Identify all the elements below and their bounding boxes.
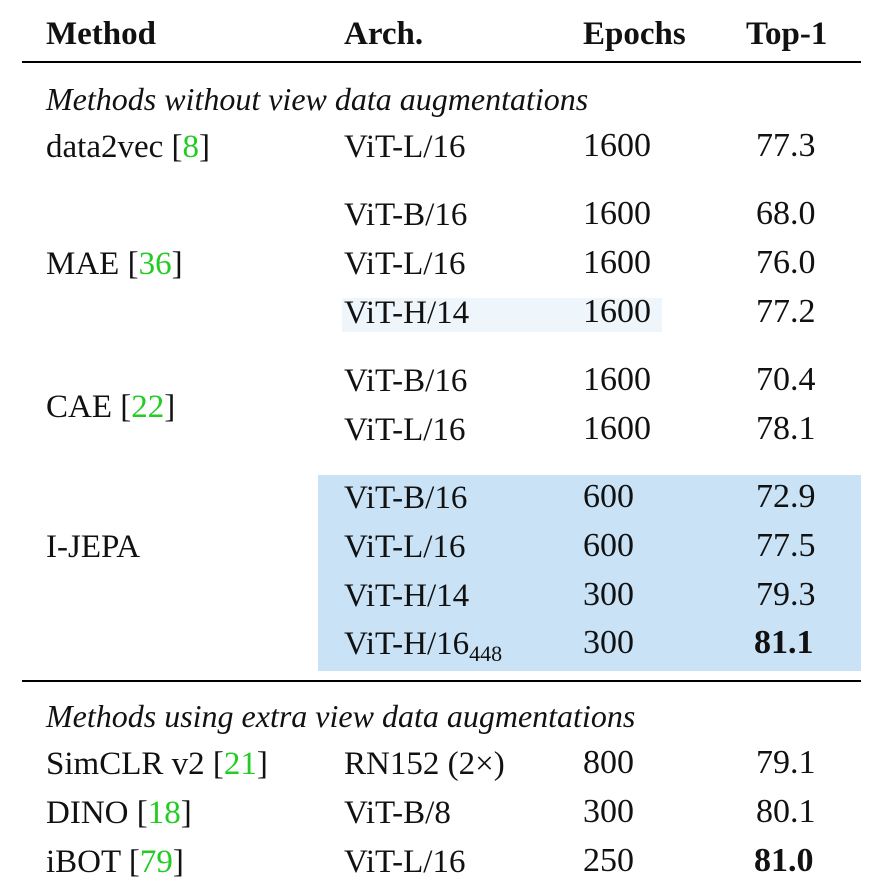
arch-cell: ViT-L/16 xyxy=(344,844,466,880)
citation-link[interactable]: 8 xyxy=(182,129,200,165)
method-name: MAE xyxy=(46,246,120,282)
header-arch: Arch. xyxy=(344,16,424,52)
method-cae: CAE [22] xyxy=(46,389,176,425)
epochs-cell: 250 xyxy=(583,842,634,879)
arch-cell: ViT-L/16 xyxy=(344,246,466,282)
citation-link[interactable]: 18 xyxy=(147,795,181,831)
ijepa-highlight xyxy=(318,475,861,671)
method-ijepa: I-JEPA xyxy=(46,529,141,565)
epochs-cell: 1600 xyxy=(583,361,651,398)
arch-cell: ViT-L/16 xyxy=(344,529,466,565)
arch-resolution: 448 xyxy=(469,641,503,666)
method-name: SimCLR v2 xyxy=(46,746,205,782)
arch-cell: ViT-B/8 xyxy=(344,795,451,831)
header-rule xyxy=(22,61,861,63)
epochs-cell: 600 xyxy=(583,527,634,564)
citation-link[interactable]: 21 xyxy=(223,746,257,782)
top1-cell: 72.9 xyxy=(756,478,816,515)
top1-cell-best: 81.0 xyxy=(754,842,814,879)
header-method: Method xyxy=(46,16,156,52)
epochs-cell: 300 xyxy=(583,576,634,613)
arch-cell: ViT-H/16448 xyxy=(344,622,502,666)
top1-cell: 80.1 xyxy=(756,793,816,830)
top1-cell: 76.0 xyxy=(756,244,816,281)
epochs-cell: 1600 xyxy=(583,195,651,232)
method-simclr: SimCLR v2 [21] xyxy=(46,746,268,782)
header-top1: Top-1 xyxy=(746,16,828,52)
top1-cell: 68.0 xyxy=(756,195,816,232)
arch-cell: ViT-H/14 xyxy=(344,295,470,331)
arch-cell: ViT-B/16 xyxy=(344,363,468,399)
arch-cell: ViT-H/14 xyxy=(344,578,470,614)
top1-cell-best: 81.1 xyxy=(754,624,814,661)
arch-cell: ViT-L/16 xyxy=(344,129,466,165)
arch-cell: RN152 (2×) xyxy=(344,746,505,782)
method-data2vec: data2vec [8] xyxy=(46,129,211,165)
method-mae: MAE [36] xyxy=(46,246,183,282)
top1-cell: 79.3 xyxy=(756,576,816,613)
arch-cell: ViT-L/16 xyxy=(344,412,466,448)
top1-cell: 77.3 xyxy=(756,127,816,164)
method-ibot: iBOT [79] xyxy=(46,844,184,880)
section-rule xyxy=(22,680,861,682)
header-epochs: Epochs xyxy=(583,16,686,52)
epochs-cell: 600 xyxy=(583,478,634,515)
epochs-cell: 1600 xyxy=(583,293,651,330)
arch-cell: ViT-B/16 xyxy=(344,197,468,233)
epochs-cell: 300 xyxy=(583,624,634,661)
citation-link[interactable]: 22 xyxy=(131,389,165,425)
epochs-cell: 1600 xyxy=(583,127,651,164)
top1-cell: 77.2 xyxy=(756,293,816,330)
section-without-augmentations: Methods without view data augmentations xyxy=(46,81,589,117)
top1-cell: 79.1 xyxy=(756,744,816,781)
arch-cell: ViT-B/16 xyxy=(344,480,468,516)
row-highlight-light xyxy=(342,298,662,332)
arch-name: ViT-H/16 xyxy=(344,626,470,662)
epochs-cell: 1600 xyxy=(583,244,651,281)
method-name: CAE xyxy=(46,389,112,425)
citation-link[interactable]: 79 xyxy=(139,844,173,880)
epochs-cell: 300 xyxy=(583,793,634,830)
epochs-cell: 800 xyxy=(583,744,634,781)
method-name: data2vec xyxy=(46,129,164,165)
epochs-cell: 1600 xyxy=(583,410,651,447)
section-with-augmentations: Methods using extra view data augmentati… xyxy=(46,698,636,734)
method-dino: DINO [18] xyxy=(46,795,192,831)
top1-cell: 77.5 xyxy=(756,527,816,564)
citation-link[interactable]: 36 xyxy=(138,246,172,282)
method-name: iBOT xyxy=(46,844,121,880)
method-name: DINO xyxy=(46,795,129,831)
top1-cell: 70.4 xyxy=(756,361,816,398)
top1-cell: 78.1 xyxy=(756,410,816,447)
